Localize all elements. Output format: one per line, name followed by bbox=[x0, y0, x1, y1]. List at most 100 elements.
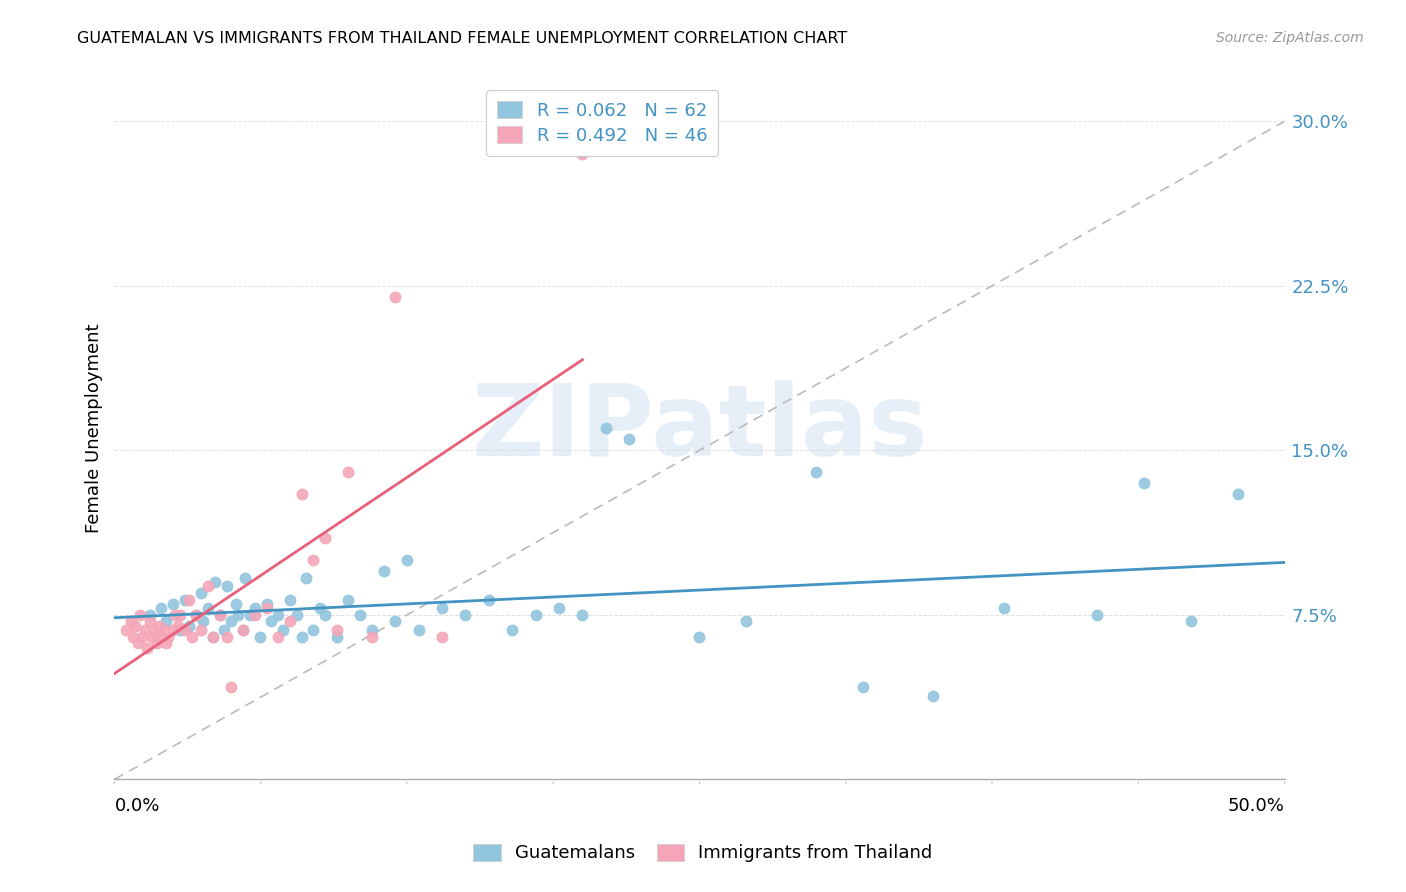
Point bbox=[190, 586, 212, 600]
Point bbox=[384, 290, 406, 304]
Point bbox=[852, 680, 875, 694]
Point bbox=[249, 630, 271, 644]
Point bbox=[430, 630, 453, 644]
Point bbox=[302, 553, 325, 567]
Point bbox=[215, 579, 238, 593]
Point bbox=[337, 465, 360, 479]
Point bbox=[478, 592, 501, 607]
Point bbox=[337, 592, 360, 607]
Point bbox=[162, 597, 184, 611]
Point bbox=[201, 630, 224, 644]
Point bbox=[271, 624, 294, 638]
Point bbox=[314, 607, 336, 622]
Point bbox=[136, 640, 159, 655]
Text: 0.0%: 0.0% bbox=[114, 797, 160, 815]
Point bbox=[169, 624, 191, 638]
Point bbox=[619, 433, 641, 447]
Point bbox=[1133, 476, 1156, 491]
Point bbox=[1085, 607, 1108, 622]
Point bbox=[148, 619, 170, 633]
Point bbox=[232, 624, 254, 638]
Point bbox=[325, 630, 347, 644]
Legend: R = 0.062   N = 62, R = 0.492   N = 46: R = 0.062 N = 62, R = 0.492 N = 46 bbox=[486, 90, 718, 155]
Point bbox=[501, 624, 523, 638]
Point bbox=[129, 607, 152, 622]
Point bbox=[278, 592, 301, 607]
Point bbox=[214, 624, 236, 638]
Point bbox=[201, 630, 224, 644]
Point bbox=[256, 597, 278, 611]
Point bbox=[349, 607, 371, 622]
Point bbox=[278, 615, 301, 629]
Point bbox=[806, 465, 828, 479]
Text: 50.0%: 50.0% bbox=[1227, 797, 1285, 815]
Point bbox=[243, 607, 266, 622]
Point bbox=[134, 624, 156, 638]
Point bbox=[150, 601, 173, 615]
Point bbox=[395, 553, 418, 567]
Legend: Guatemalans, Immigrants from Thailand: Guatemalans, Immigrants from Thailand bbox=[467, 837, 939, 870]
Point bbox=[291, 487, 314, 501]
Point bbox=[169, 607, 191, 622]
Point bbox=[430, 601, 453, 615]
Point bbox=[548, 601, 571, 615]
Point bbox=[152, 624, 174, 638]
Point bbox=[260, 615, 283, 629]
Point bbox=[232, 624, 254, 638]
Point bbox=[208, 607, 231, 622]
Point bbox=[141, 630, 163, 644]
Y-axis label: Female Unemployment: Female Unemployment bbox=[86, 324, 103, 533]
Point bbox=[131, 630, 153, 644]
Point bbox=[162, 624, 184, 638]
Point bbox=[267, 607, 290, 622]
Point bbox=[138, 607, 160, 622]
Point bbox=[190, 624, 212, 638]
Point bbox=[239, 607, 262, 622]
Point bbox=[302, 624, 325, 638]
Point bbox=[267, 630, 290, 644]
Point bbox=[179, 619, 201, 633]
Point bbox=[993, 601, 1015, 615]
Point bbox=[173, 624, 195, 638]
Point bbox=[922, 689, 945, 703]
Point bbox=[166, 619, 188, 633]
Point bbox=[1226, 487, 1249, 501]
Point bbox=[197, 579, 219, 593]
Point bbox=[221, 615, 243, 629]
Point bbox=[180, 630, 202, 644]
Point bbox=[208, 607, 231, 622]
Point bbox=[225, 597, 247, 611]
Point bbox=[571, 607, 593, 622]
Point bbox=[138, 615, 160, 629]
Point bbox=[571, 147, 593, 161]
Point bbox=[179, 592, 201, 607]
Point bbox=[157, 630, 180, 644]
Text: GUATEMALAN VS IMMIGRANTS FROM THAILAND FEMALE UNEMPLOYMENT CORRELATION CHART: GUATEMALAN VS IMMIGRANTS FROM THAILAND F… bbox=[77, 31, 848, 46]
Point bbox=[291, 630, 314, 644]
Point bbox=[360, 624, 382, 638]
Point bbox=[115, 624, 138, 638]
Point bbox=[124, 619, 146, 633]
Point bbox=[314, 531, 336, 545]
Point bbox=[454, 607, 477, 622]
Point bbox=[120, 615, 142, 629]
Point bbox=[127, 636, 149, 650]
Point bbox=[325, 624, 347, 638]
Point bbox=[221, 680, 243, 694]
Point bbox=[186, 607, 208, 622]
Point bbox=[235, 571, 257, 585]
Point bbox=[155, 636, 177, 650]
Point bbox=[193, 615, 215, 629]
Point bbox=[197, 601, 219, 615]
Point bbox=[186, 607, 208, 622]
Point bbox=[285, 607, 308, 622]
Point bbox=[688, 630, 710, 644]
Point bbox=[150, 630, 173, 644]
Point bbox=[243, 601, 266, 615]
Point bbox=[524, 607, 547, 622]
Point bbox=[215, 630, 238, 644]
Point bbox=[360, 630, 382, 644]
Point bbox=[122, 630, 145, 644]
Text: ZIPatlas: ZIPatlas bbox=[471, 380, 928, 477]
Point bbox=[256, 601, 278, 615]
